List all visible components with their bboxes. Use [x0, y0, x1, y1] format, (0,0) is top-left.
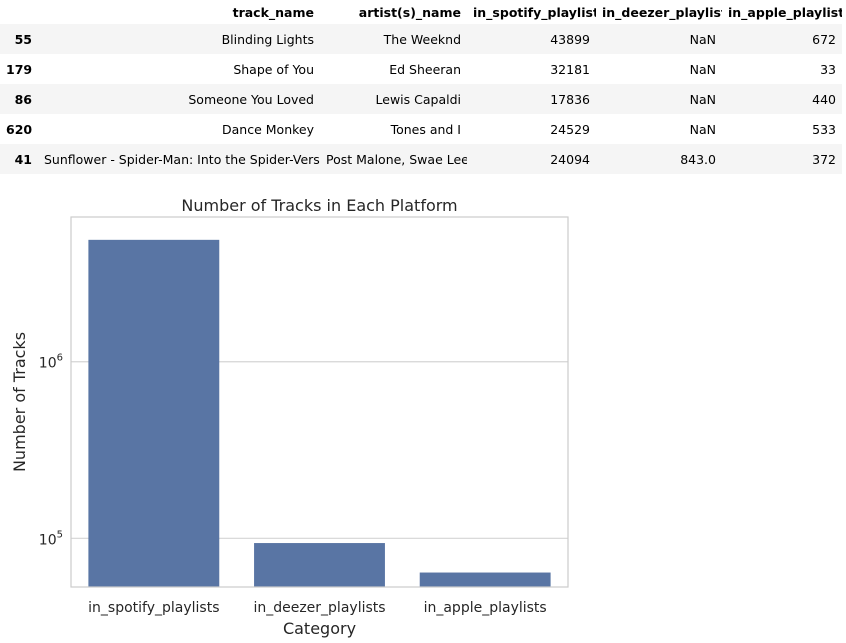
cell-track-name: Someone You Loved [188, 91, 314, 107]
dataframe-table: track_name artist(s)_name in_spotify_pla… [0, 0, 842, 174]
column-header-index [0, 0, 38, 24]
cell-deezer-playlists: NaN [689, 31, 716, 47]
bar-chart: 105 106 in_spotify_playlists in_deezer_pla… [10, 196, 569, 638]
cell-apple-playlists: 672 [812, 31, 836, 47]
cell-artist-name: Lewis Capaldi [375, 91, 461, 107]
row-index: 620 [6, 121, 33, 137]
column-header-deezer-playlists: in_deezer_playlists [602, 4, 722, 20]
y-tick-label: 106 [39, 353, 63, 372]
cell-artist-name: The Weeknd [383, 31, 461, 47]
cell-track-name: Dance Monkey [222, 121, 314, 137]
table-row: 55 Blinding Lights The Weeknd 43899 NaN … [0, 24, 842, 54]
table-row: 86 Someone You Loved Lewis Capaldi 17836… [0, 84, 842, 114]
column-header-track-name: track_name [232, 4, 314, 20]
cell-spotify-playlists: 24529 [550, 121, 590, 137]
cell-apple-playlists: 372 [812, 151, 836, 167]
table-header-row: track_name artist(s)_name in_spotify_pla… [0, 0, 842, 24]
cell-deezer-playlists: NaN [689, 91, 716, 107]
y-tick-labels: 105 106 [39, 353, 63, 549]
cell-artist-name: Post Malone, Swae Lee [326, 151, 467, 167]
cell-deezer-playlists: NaN [689, 61, 716, 77]
chart-title: Number of Tracks in Each Platform [181, 196, 457, 215]
cell-spotify-playlists: 32181 [550, 61, 590, 77]
bar-in-deezer-playlists [254, 543, 385, 587]
cell-spotify-playlists: 17836 [550, 91, 590, 107]
cell-track-name: Sunflower - Spider-Man: Into the Spider-… [44, 151, 320, 167]
cell-apple-playlists: 440 [812, 91, 836, 107]
row-index: 41 [14, 151, 32, 167]
row-index: 179 [6, 61, 33, 77]
row-index: 55 [14, 31, 32, 47]
column-header-artist-name: artist(s)_name [358, 4, 461, 20]
column-header-apple-playlists: in_apple_playlists [728, 4, 842, 20]
x-tick-label: in_deezer_playlists [253, 600, 385, 616]
cell-deezer-playlists: NaN [689, 121, 716, 137]
y-axis-title: Number of Tracks [10, 332, 29, 472]
cell-spotify-playlists: 24094 [550, 151, 590, 167]
table-row: 620 Dance Monkey Tones and I 24529 NaN 5… [0, 114, 842, 144]
cell-spotify-playlists: 43899 [550, 31, 590, 47]
x-tick-label: in_apple_playlists [424, 600, 547, 616]
table-row: 179 Shape of You Ed Sheeran 32181 NaN 33 [0, 54, 842, 84]
cell-track-name: Shape of You [233, 61, 314, 77]
x-tick-label: in_spotify_playlists [88, 600, 219, 616]
cell-apple-playlists: 533 [812, 121, 836, 137]
cell-apple-playlists: 33 [820, 61, 836, 77]
chart-bars [88, 239, 551, 588]
bar-in-apple-playlists [419, 572, 551, 587]
x-axis-title: Category [283, 619, 356, 638]
cell-track-name: Blinding Lights [221, 31, 314, 47]
cell-artist-name: Ed Sheeran [389, 61, 461, 77]
row-index: 86 [14, 91, 32, 107]
y-tick-label: 105 [39, 529, 63, 548]
plot-frame [70, 216, 569, 588]
column-header-spotify-playlists: in_spotify_playlists [473, 4, 596, 20]
table-row: 41 Sunflower - Spider-Man: Into the Spid… [0, 144, 842, 174]
x-tick-labels: in_spotify_playlists in_deezer_playlists i… [88, 600, 547, 616]
cell-deezer-playlists: 843.0 [680, 151, 716, 167]
cell-artist-name: Tones and I [390, 121, 461, 137]
bar-in-spotify-playlists [88, 239, 220, 588]
